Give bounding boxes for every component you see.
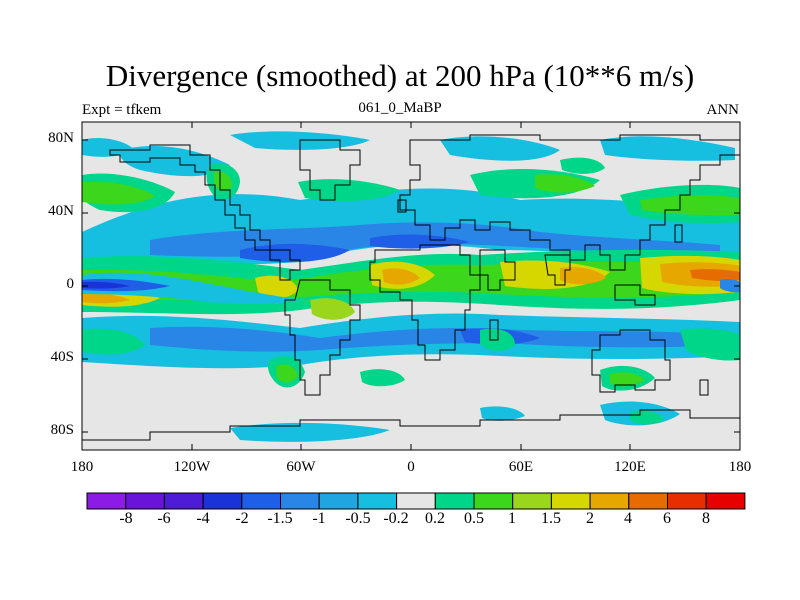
divergence-field-antarctic-1 [230, 422, 390, 442]
divergence-field-antarctic-4 [630, 410, 664, 425]
divergence-field-equatorial-orange-1 [382, 268, 420, 285]
divergence-field-positive-n3 [298, 179, 400, 202]
divergence-field-positive-s6 [360, 369, 405, 387]
lon-label-0: 0 [407, 459, 415, 475]
divergence-field-positive-s5 [680, 328, 740, 361]
colorbar-label: -0.5 [345, 510, 371, 527]
coastline-south-america [284, 279, 361, 396]
coastline-arabia [479, 249, 516, 291]
colorbar-box [202, 492, 243, 510]
coastline-madagascar [489, 319, 499, 341]
divergence-field-positive-n4-core [535, 174, 595, 193]
figure-title: Divergence (smoothed) at 200 hPa (10**6 … [105, 58, 695, 93]
colorbar-box [628, 492, 668, 510]
coastline-africa [369, 244, 481, 361]
colorbar-label: 1 [508, 510, 516, 527]
colorbar-box [125, 492, 165, 510]
lon-label-60w: 60W [286, 459, 316, 475]
colorbar-box [667, 492, 707, 510]
lon-label-180w: 180 [70, 459, 94, 475]
divergence-field-positive-n2-core [214, 171, 232, 192]
divergence-field-positive-n1-core [82, 181, 155, 205]
colorbar-label: 0.2 [425, 510, 445, 527]
colorbar [86, 492, 746, 510]
coastline-uk [397, 199, 407, 213]
divergence-field-equatorial-yellow-5 [255, 275, 298, 298]
colorbar-box [705, 492, 746, 510]
lat-label-eq: 0 [66, 276, 75, 292]
coastline-australia [591, 329, 671, 393]
colorbar-label: -4 [196, 510, 210, 527]
lat-label-80s: 80S [50, 422, 74, 438]
divergence-field-arctic-4 [600, 136, 735, 161]
coastline-new-zealand [699, 379, 709, 396]
divergence-field-arctic-5 [82, 138, 135, 157]
colorbar-box [318, 492, 359, 510]
colorbar-label: -6 [157, 510, 171, 527]
experiment-label: Expt = tfkem [82, 102, 162, 118]
season-label: ANN [706, 102, 740, 118]
colorbar-label: -1.5 [267, 510, 293, 527]
divergence-field-positive-s1 [82, 328, 145, 355]
colorbar-box [434, 492, 475, 510]
colorbar-label: 1.5 [541, 510, 561, 527]
divergence-field-equatorial-red-3 [690, 269, 740, 282]
colorbar-box [550, 492, 591, 510]
divergence-field-equatorial-negative [82, 272, 300, 305]
divergence-field-equatorial-negative-2 [720, 279, 740, 293]
divergence-field-equatorial-orange-2 [560, 267, 606, 285]
colorbar-box [280, 492, 320, 510]
colorbar-box [589, 492, 630, 510]
colorbar-box [86, 492, 127, 510]
coastline-maritime-continent [614, 284, 656, 306]
divergence-field-equatorial-orange-4 [82, 293, 130, 304]
colorbar-box [241, 492, 282, 510]
divergence-field-arctic-3 [440, 136, 560, 161]
colorbar-box [512, 492, 552, 510]
coastline-india [544, 254, 571, 286]
divergence-field-equatorial-yellow-6 [310, 298, 355, 320]
divergence-field-positive-n6 [560, 157, 605, 174]
colorbar-label: 8 [702, 510, 710, 527]
colorbar-label: 2 [586, 510, 594, 527]
coastlines [82, 134, 740, 441]
axis-ticks [81, 122, 741, 450]
case-label: 061_0_MaBP [358, 100, 442, 116]
lat-label-40n: 40N [48, 203, 74, 219]
coastline-japan [674, 224, 683, 243]
colorbar-box [473, 492, 514, 510]
divergence-field-negative-north-strong [240, 243, 350, 263]
colorbar-label: 6 [663, 510, 671, 527]
divergence-field-negative-south-core [150, 326, 710, 352]
colorbar-label: -2 [235, 510, 249, 527]
coastline-greenland [299, 139, 361, 201]
colorbar-label: -1 [312, 510, 326, 527]
colorbar-box [396, 492, 436, 510]
lat-label-40s: 40S [50, 349, 74, 365]
lon-label-120w: 120W [173, 459, 211, 475]
lon-label-120e: 120E [614, 459, 646, 475]
divergence-field-antarctic-3 [480, 406, 525, 421]
coastline-eurasia [399, 134, 740, 271]
divergence-field-positive-s4-core [610, 372, 645, 387]
lon-label-60e: 60E [508, 459, 534, 475]
colorbar-box [163, 492, 204, 510]
divergence-field-positive-s2-core [276, 364, 298, 383]
map-plot-area [82, 122, 740, 450]
divergence-field-equatorial-negative-strong [82, 281, 130, 289]
divergence-field-arctic-1 [119, 145, 230, 177]
colorbar-label: -0.2 [383, 510, 409, 527]
colorbar-label: -8 [119, 510, 133, 527]
colorbar-label: 4 [624, 510, 632, 527]
colorbar-box [357, 492, 398, 510]
coastline-antarctica [82, 409, 740, 441]
lat-label-80n: 80N [48, 130, 74, 146]
colorbar-label: 0.5 [464, 510, 484, 527]
lon-label-180e: 180 [728, 459, 752, 475]
coastline-north-america [109, 144, 301, 281]
